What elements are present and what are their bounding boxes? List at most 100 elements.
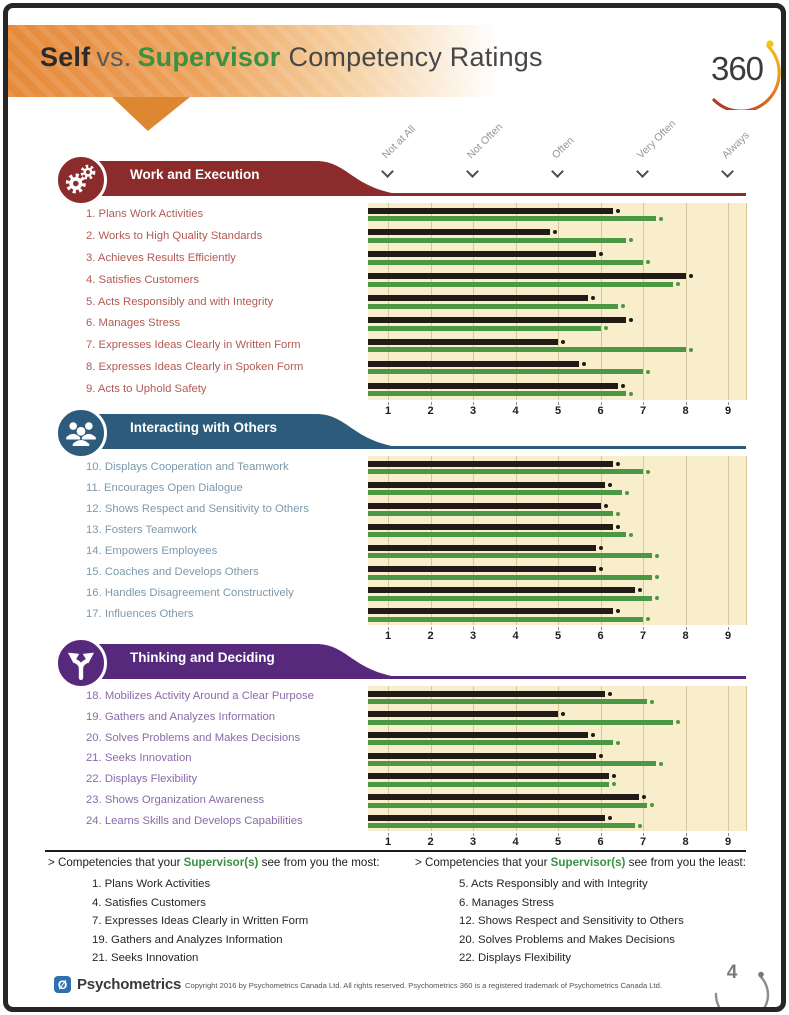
axis-tick (558, 626, 559, 630)
supervisor-bar (368, 802, 648, 808)
section-header: Thinking and Deciding (0, 637, 789, 689)
page-number-badge: 4 (700, 938, 770, 1015)
section-banner (84, 161, 414, 196)
insight-least-prefix: > Competencies that your (415, 856, 548, 869)
axis-tick (388, 626, 389, 630)
page-number-text: 4 (726, 962, 738, 983)
insight-item: 6. Manages Stress (459, 896, 554, 909)
supervisor-bar-dot (620, 304, 625, 309)
x-axis: 1 2 3 4 5 6 7 8 9 (368, 402, 746, 418)
insight-most-list: 1. Plans Work Activities 4. Satisfies Cus… (48, 875, 413, 968)
self-bar (368, 752, 597, 759)
supervisor-bar-dot (646, 617, 650, 622)
header-banner (8, 25, 708, 97)
supervisor-bar-dot (650, 803, 655, 807)
axis-tick (473, 402, 474, 406)
self-bar (368, 690, 605, 697)
axis-tick-label: 7 (639, 629, 647, 642)
page-title: Self vs. Supervisor Competency Ratings (40, 42, 543, 73)
gridline (685, 456, 687, 625)
axis-tick (600, 626, 602, 630)
gridline (388, 456, 389, 625)
axis-tick (728, 626, 729, 630)
gridline (515, 456, 517, 625)
axis-tick (558, 402, 559, 406)
axis-tick-label: 6 (597, 405, 604, 418)
section-header: Interacting with Others (0, 407, 789, 459)
self-bar-dot (641, 795, 646, 799)
self-bar-dot (603, 503, 608, 508)
supervisor-bar (368, 595, 652, 601)
supervisor-bar-dot (654, 575, 659, 579)
self-bar (368, 731, 588, 738)
insight-most-heading: > Competencies that your Supervisor(s) s… (48, 856, 413, 869)
supervisor-bar-dot (624, 490, 629, 495)
gridline (473, 203, 474, 401)
competency-label: 8. Expresses Ideas Clearly in Spoken For… (86, 361, 304, 374)
competency-label: 16. Handles Disagreement Constructively (86, 587, 294, 600)
title-vs: vs. (96, 42, 132, 72)
axis-tick-label: 4 (512, 629, 519, 642)
supervisor-bar (368, 511, 614, 517)
insight-least: > Competencies that your Supervisor(s) s… (415, 856, 780, 968)
competency-label: 12. Shows Respect and Sensitivity to Oth… (86, 502, 309, 515)
self-bar-dot (629, 318, 633, 322)
axis-tick-label: 5 (554, 629, 562, 642)
self-bar (368, 608, 614, 615)
axis-tick-label: 5 (554, 405, 562, 418)
competency-label: 9. Acts to Uphold Safety (86, 383, 207, 396)
axis-tick (728, 402, 729, 406)
psychometrics-brand-text: Psychometrics (77, 976, 182, 993)
supervisor-bar (368, 616, 643, 622)
self-bar (368, 273, 686, 280)
supervisor-bar (368, 719, 673, 725)
gridline (430, 203, 432, 401)
axis-tick-label: 3 (469, 835, 477, 848)
insight-item: 21. Seeks Innovation (92, 952, 199, 965)
axis-tick (473, 626, 474, 630)
supervisor-bar-dot (675, 720, 680, 725)
self-bar (368, 317, 626, 323)
section-title: Thinking and Deciding (130, 650, 275, 665)
self-bar-dot (599, 252, 604, 257)
axis-tick (388, 832, 389, 836)
axis-tick-label: 3 (469, 629, 477, 642)
axis-tick (600, 832, 602, 836)
scale-label: Not Often (464, 121, 506, 162)
insight-most: > Competencies that your Supervisor(s) s… (48, 856, 413, 968)
axis-tick (430, 626, 432, 630)
supervisor-bar-dot (646, 260, 650, 265)
axis-tick (685, 832, 687, 836)
x-axis: 1 2 3 4 5 6 7 8 9 (368, 626, 746, 643)
logo-arc-icon (712, 40, 781, 110)
section-title: Work and Execution (130, 167, 260, 182)
chart-plot-area (368, 456, 747, 625)
competency-label: 14. Empowers Employees (86, 544, 218, 557)
axis-tick (558, 832, 559, 836)
competency-label: 18. Mobilizes Activity Around a Clear Pu… (86, 690, 314, 703)
insight-least-suffix: see from you the least: (628, 856, 746, 869)
supervisor-bar-dot (646, 469, 650, 474)
supervisor-bar (368, 740, 614, 746)
self-bar (368, 360, 580, 367)
supervisor-bar-dot (658, 761, 663, 766)
competency-label: 11. Encourages Open Dialogue (86, 481, 243, 494)
axis-tick-label: 7 (639, 405, 647, 418)
self-bar-dot (616, 524, 621, 529)
supervisor-bar-dot (658, 216, 663, 221)
insight-least-list: 5. Acts Responsibly and with Integrity 6.… (415, 875, 780, 968)
self-bar (368, 794, 639, 800)
axis-tick-label: 5 (554, 835, 562, 848)
self-bar (368, 251, 597, 258)
axis-tick (685, 626, 687, 630)
axis-tick-label: 2 (427, 629, 434, 642)
self-bar-dot (590, 296, 595, 301)
self-bar-dot (599, 545, 604, 550)
supervisor-bar-dot (629, 532, 633, 537)
supervisor-bar-dot (654, 596, 659, 601)
supervisor-bar-dot (650, 699, 655, 704)
supervisor-bar-dot (629, 391, 633, 396)
self-bar-dot (616, 461, 621, 466)
psychometrics-logo: Ø Psychometrics (54, 976, 181, 993)
axis-tick-label: 7 (639, 835, 647, 848)
